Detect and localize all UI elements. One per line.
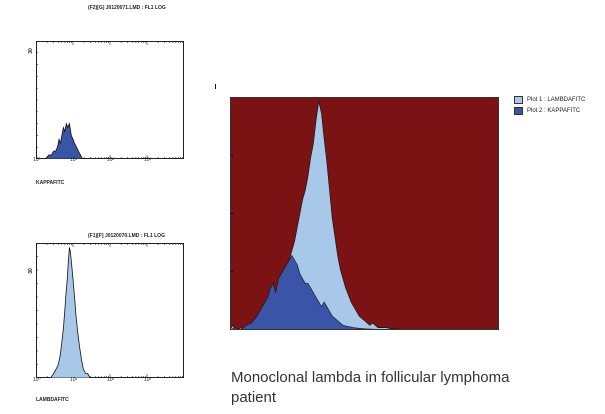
hist1-x-tick-label: 10¹ [70,157,78,163]
overlay-series-2-area [230,254,499,330]
legend-item-plot1: Plot 1 : LAMBDAFITC [514,96,585,104]
hist2-plot [36,243,184,378]
legend-swatch-plot2 [514,107,523,115]
hist1-x-tick-label: 10² [107,157,115,163]
hist1-y-label: 30 [27,48,34,54]
hist2-x-tick-label: 10¹ [70,377,78,383]
overlay-frame [230,97,499,330]
hist2-x-tick-label: 10³ [144,377,152,383]
hist1-title: (F2)[G] J0120071.LMD : FL1 LOG [88,5,166,11]
hist1-x-tick-label: 10³ [144,157,152,163]
hist2-histogram-area [50,247,91,378]
hist1-plot [36,41,184,159]
hist2-x-tick-label: 10² [107,377,115,383]
legend-label-plot2: Plot 2 : KAPPAFITC [527,108,581,114]
overlay-tick-mark [215,84,216,89]
hist1-x-tick-label: 10⁰ [33,157,41,163]
hist2-y-label: 30 [27,268,34,274]
hist1-x-ticks: 10⁰ 10¹ 10² 10³ [33,157,184,167]
hist2-title: (F1)[F] J0120070.LMD : FL1 LOG [88,233,165,239]
hist1-histogram-area [44,122,83,159]
hist2-x-label: LAMBDAFITC [36,397,69,403]
legend-label-plot1: Plot 1 : LAMBDAFITC [527,97,586,103]
legend-item-plot2: Plot 2 : KAPPAFITC [514,107,580,115]
hist1-x-label: KAPPAFITC [36,180,65,186]
hist2-x-tick-label: 10⁰ [33,377,41,383]
hist2-x-ticks: 10⁰ 10¹ 10² 10³ [33,377,184,387]
hist2-frame [36,243,184,378]
figure-caption: Monoclonal lambda in follicular lymphoma… [231,369,510,406]
legend-swatch-plot1 [514,96,523,104]
overlay-plot [230,97,499,330]
